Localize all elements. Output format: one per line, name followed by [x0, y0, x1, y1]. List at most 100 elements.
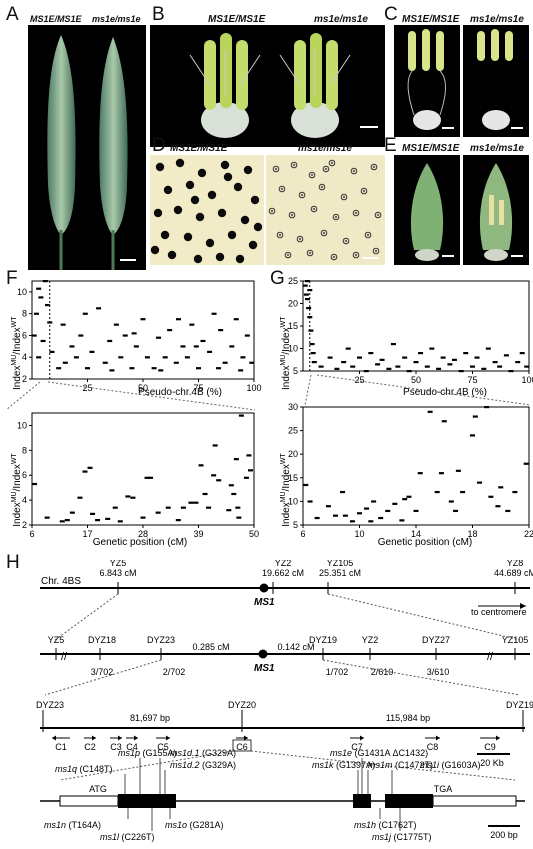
- marker-row3-2: DYZ19: [506, 700, 533, 710]
- G-bottom-xtick-4: 22: [524, 529, 533, 539]
- F-bottom-point: [112, 506, 118, 509]
- G-bottom-point: [477, 481, 483, 484]
- G-top-ytick-4: 25: [288, 276, 298, 286]
- panel-d-wt-pollen-photo: [150, 155, 264, 265]
- mutation-bottom-1: ms1l (C226T): [100, 832, 155, 842]
- G-bottom-point: [364, 507, 370, 510]
- mutation-bottom-2: ms1o (G281A): [165, 820, 224, 830]
- F-bottom-point: [238, 414, 244, 417]
- G-bottom-point: [392, 502, 398, 505]
- F-bottom-point: [231, 492, 237, 496]
- G-bottom-point: [357, 512, 362, 515]
- G-top-point: [406, 370, 412, 373]
- mutation-bottom-0: ms1n (T164A): [44, 820, 101, 830]
- stop-codon: TGA: [434, 784, 453, 794]
- marker-row1-0-name: YZ5: [110, 560, 127, 568]
- F-top-point: [78, 334, 84, 337]
- recomb-0: 3/702: [91, 667, 114, 677]
- G-bottom-xtick-3: 18: [467, 529, 477, 539]
- F-bottom-point: [235, 506, 241, 509]
- gene-arrows: C1 C2 C3 C4 C5 C6 C7 C8 C9: [52, 735, 500, 752]
- F-bottom-point: [144, 476, 150, 479]
- G-bottom-point: [484, 406, 490, 409]
- mutation-top-0: ms1q (C148T): [55, 764, 113, 774]
- F-bottom-xtick-2: 28: [138, 529, 148, 539]
- G-top-point: [451, 358, 457, 361]
- G-top-point: [429, 347, 435, 350]
- F-top-point: [218, 329, 224, 332]
- G-top-point: [379, 358, 385, 361]
- G-top-point: [481, 367, 487, 370]
- panel-b-caption-wt: MS1E/MS1E: [208, 14, 266, 25]
- G-top-point: [436, 367, 442, 370]
- F-top-ytick-4: 10: [17, 287, 27, 297]
- G-bottom-point: [342, 514, 348, 517]
- F-top-point: [47, 321, 53, 324]
- G-top-point: [307, 289, 313, 292]
- F-top-point: [176, 318, 182, 321]
- scale-row4: 200 bp: [490, 830, 518, 840]
- ms1-locus-dot: [259, 583, 269, 593]
- marker-row1-1-pos: 19.662 cM: [262, 568, 304, 578]
- chr-label: Chr. 4BS: [41, 576, 81, 587]
- F-bottom-point: [165, 506, 171, 509]
- svg-text://: //: [61, 651, 68, 663]
- F-top-point: [122, 334, 128, 337]
- G-top-point: [503, 354, 509, 357]
- F-bottom-point: [212, 444, 218, 447]
- marker-row1-2-pos: 25.351 cM: [319, 568, 361, 578]
- G-top-ytick-2: 15: [288, 321, 298, 331]
- F-top-xtick-2: 75: [193, 383, 203, 393]
- F-top-point: [85, 367, 90, 370]
- G-top-point: [310, 352, 316, 355]
- F-top-point: [240, 356, 246, 359]
- G-bottom-point: [368, 520, 374, 523]
- panel-f-plots: IndexMU/IndexWT 2 4 6 8 10 25 50 75 100 Pseudo-c…: [5, 280, 262, 548]
- G-top-point: [463, 352, 469, 355]
- G-top-point: [424, 365, 430, 368]
- dist-right: 0.142 cM: [277, 642, 314, 652]
- marker-row1-2-name: YZ105: [327, 560, 354, 568]
- F-top-point: [96, 307, 102, 310]
- G-top-point: [390, 343, 396, 346]
- centromere-label: to centromere: [471, 607, 527, 617]
- F-top-point: [38, 296, 44, 299]
- mutation-top-4: ms1e (G1431A ΔC1432): [330, 748, 428, 758]
- G-bottom-point: [448, 500, 454, 503]
- F-bottom-point: [148, 476, 154, 479]
- G-top-xtick-0: 25: [354, 375, 364, 385]
- F-bottom-point: [90, 512, 96, 515]
- G-top-point: [386, 367, 392, 370]
- G-top-point: [307, 316, 313, 319]
- F-top-point: [238, 369, 244, 372]
- G-bottom-point: [505, 509, 511, 513]
- marker-row2-3: DYZ19: [309, 635, 337, 645]
- G-bottom-xtick-2: 14: [411, 529, 421, 539]
- G-top-frame: [302, 280, 530, 372]
- F-top-point: [42, 280, 48, 283]
- panel-c-caption-mutant: ms1e/ms1e: [470, 14, 524, 25]
- G-top-point: [395, 365, 401, 368]
- G-top-point: [306, 307, 312, 310]
- F-top-point: [113, 323, 119, 326]
- F-bottom-point: [105, 517, 111, 520]
- F-top-point: [140, 318, 146, 321]
- panel-e-caption-wt: MS1E/MS1E: [402, 143, 460, 154]
- gene-c7: C7: [351, 742, 363, 752]
- panel-label-b: B: [152, 4, 165, 25]
- panel-f-top-xlabel: Pseudo-chr.4B (%): [138, 387, 222, 398]
- G-bottom-ytick-0: 5: [293, 520, 298, 530]
- exon-3: [385, 794, 433, 808]
- G-bottom-point: [402, 498, 408, 501]
- G-top-point: [402, 356, 408, 359]
- F-bottom-point: [117, 520, 123, 523]
- F-bottom-point: [130, 496, 136, 499]
- G-top-ytick-1: 10: [288, 344, 298, 354]
- G-bottom-point: [303, 483, 309, 487]
- G-bottom-point: [349, 520, 355, 523]
- F-top-ytick-3: 8: [22, 309, 27, 319]
- F-top-point: [189, 323, 195, 326]
- panel-g-top-ylabel: IndexMU/IndexWT: [280, 316, 292, 390]
- panel-f-bottom-xlabel: Genetic position (cM): [93, 537, 187, 548]
- F-top-point: [131, 332, 137, 335]
